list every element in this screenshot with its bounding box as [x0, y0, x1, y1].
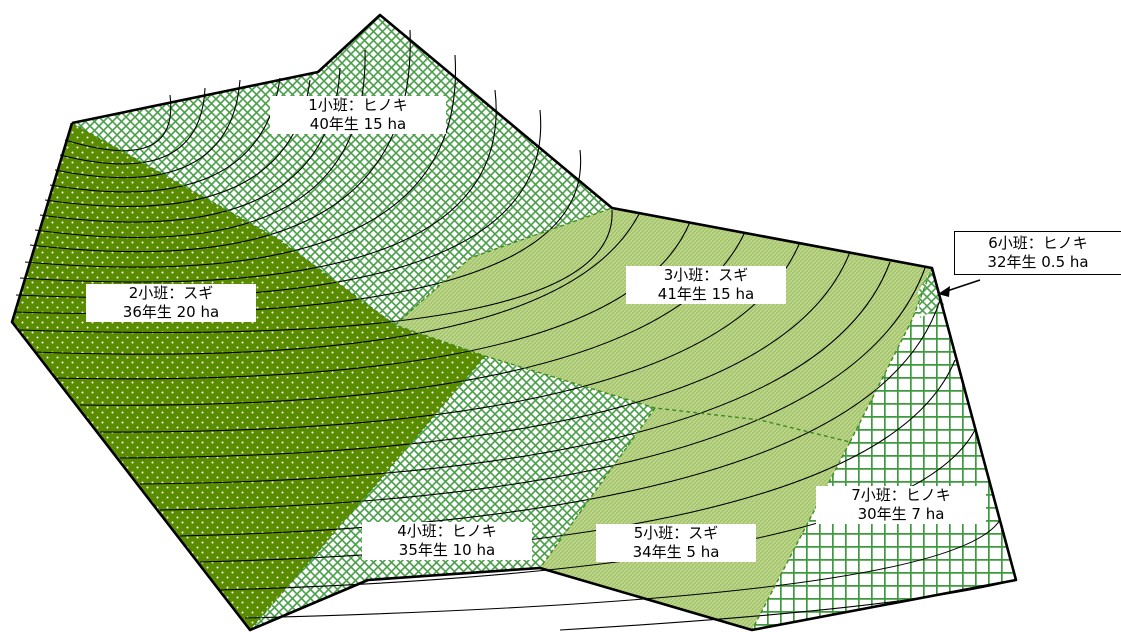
stand-label-6-info: 32年生 0.5 ha [987, 253, 1089, 271]
stand-4-polygon [250, 356, 655, 630]
stand-label-4-name: 4小班：ヒノキ [397, 522, 497, 540]
stand-label-5-info: 34年生 5 ha [632, 543, 720, 561]
stand-7-polygon [752, 268, 1016, 630]
stand-1-polygon [72, 15, 612, 325]
stand-label-1-name: 1小班：ヒノキ [308, 96, 408, 114]
stand-label-2-info: 36年生 20 ha [122, 303, 220, 321]
stand-label-3: 3小班：スギ 41年生 15 ha [626, 266, 786, 304]
stand-label-2-name: 2小班：スギ [128, 284, 214, 302]
stand-label-1: 1小班：ヒノキ 40年生 15 ha [270, 96, 446, 134]
stand-3-polygon [395, 208, 932, 442]
stand-label-2: 2小班：スギ 36年生 20 ha [86, 284, 256, 322]
stand-label-7-name: 7小班：ヒノキ [851, 486, 951, 504]
stand-label-5: 5小班：スギ 34年生 5 ha [596, 524, 756, 562]
outer-boundary [10, 13, 1018, 632]
stand-label-3-info: 41年生 15 ha [657, 285, 755, 303]
stand-6-polygon [918, 268, 944, 318]
stand-label-7-info: 30年生 7 ha [857, 505, 945, 523]
stand-borders [71, 122, 933, 631]
stand-6-pointer-arrow [938, 279, 981, 297]
stand-5-polygon [540, 408, 850, 630]
stand-label-6: 6小班：ヒノキ 32年生 0.5 ha [954, 231, 1121, 275]
stand-label-3-name: 3小班：スギ [663, 266, 749, 284]
stand-label-4: 4小班：ヒノキ 35年生 10 ha [362, 522, 532, 560]
stand-label-6-name: 6小班：ヒノキ [988, 234, 1088, 252]
stand-label-1-info: 40年生 15 ha [309, 115, 407, 133]
stand-label-7: 7小班：ヒノキ 30年生 7 ha [816, 486, 986, 524]
stand-label-4-info: 35年生 10 ha [398, 541, 496, 559]
stand-label-5-name: 5小班：スギ [633, 524, 719, 542]
